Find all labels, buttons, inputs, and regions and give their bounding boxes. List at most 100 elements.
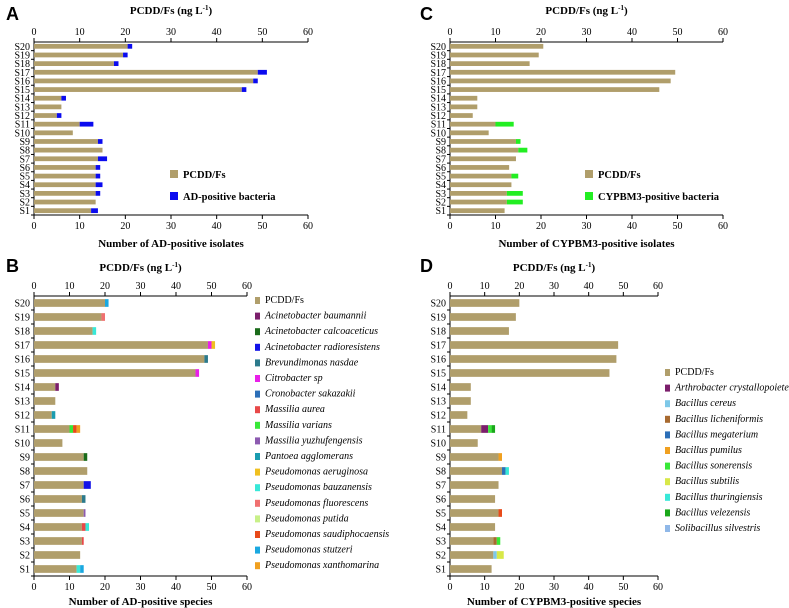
bar-s12-pcdd-fs bbox=[34, 113, 57, 118]
bar-s8-bacillus-megaterium bbox=[502, 467, 506, 475]
top-axis-title: PCDD/Fs (ng L-1) bbox=[130, 4, 213, 17]
bar-s17-pseudomonas-aeruginosa bbox=[211, 341, 216, 349]
category-label: S4 bbox=[19, 523, 30, 534]
category-label: S13 bbox=[430, 102, 446, 113]
category-label: S6 bbox=[19, 495, 30, 506]
category-label: S19 bbox=[14, 50, 30, 61]
top-axis-title-sup: -1 bbox=[203, 4, 209, 12]
legend-label: Bacillus pumilus bbox=[675, 445, 742, 456]
category-label: S9 bbox=[435, 137, 446, 148]
bar-s1-pcdd-fs bbox=[450, 565, 492, 573]
category-label: S17 bbox=[430, 341, 446, 352]
legend-swatch bbox=[255, 375, 260, 382]
bar-s20-pcdd-fs bbox=[450, 299, 520, 307]
top-tick-label: 60 bbox=[718, 27, 728, 38]
top-tick-label: 10 bbox=[491, 27, 501, 38]
category-label: S3 bbox=[19, 537, 30, 548]
bar-s2-bacillus-subtilis bbox=[496, 551, 504, 559]
bar-s19-pcdd-fs bbox=[34, 313, 102, 321]
bar-s2-pcdd-fs bbox=[34, 551, 81, 559]
bar-s5-massilia-yuzhufengensis bbox=[83, 509, 86, 517]
legend-swatch bbox=[255, 437, 260, 445]
category-label: S12 bbox=[14, 411, 30, 422]
top-tick-label: 20 bbox=[120, 27, 130, 38]
bar-s20-pcdd-fs bbox=[34, 299, 105, 307]
bar-s11-pcdd-fs bbox=[34, 121, 80, 127]
panel-c: C 0 10 20 30 40 50 60 0 10 20 30 40 50 60 PCDD/Fs (ng L… bbox=[420, 4, 728, 250]
bar-s15-pcdd-fs bbox=[450, 87, 660, 92]
bar-s18-pcdd-fs bbox=[34, 61, 114, 67]
category-label: S3 bbox=[19, 189, 30, 200]
bar-s11-cypbm3-positive-bacteria bbox=[495, 121, 514, 127]
top-tick-label: 60 bbox=[242, 281, 252, 292]
top-tick-label: 0 bbox=[32, 281, 37, 292]
category-label: S6 bbox=[19, 163, 30, 174]
legend-label: PCDD/Fs bbox=[675, 367, 714, 378]
legend: PCDD/Fs Acinetobacter baumannii Acinetobac… bbox=[255, 295, 389, 571]
category-label: S19 bbox=[14, 313, 30, 324]
legend-swatch bbox=[255, 546, 260, 554]
bar-s9-pcdd-fs bbox=[34, 453, 84, 461]
bottom-tick-label: 20 bbox=[536, 221, 546, 232]
legend-swatch bbox=[255, 312, 260, 320]
legend-label: Brevundimonas nasdae bbox=[265, 357, 359, 368]
legend-label: Bacillus thuringiensis bbox=[675, 492, 763, 503]
bottom-axis-title: Number of CYPBM3-positive isolates bbox=[498, 238, 675, 250]
legend-label: Pseudomonas xanthomarina bbox=[264, 560, 379, 571]
top-axis-title-end: ) bbox=[178, 262, 182, 274]
bar-s11-pcdd-fs bbox=[450, 121, 496, 127]
bar-s3-pcdd-fs bbox=[34, 537, 82, 545]
top-tick-label: 20 bbox=[514, 281, 524, 292]
bar-s17-pcdd-fs bbox=[34, 69, 258, 75]
legend-swatch bbox=[255, 484, 260, 492]
category-label: S6 bbox=[435, 163, 446, 174]
legend-label: Acinetobacter baumannii bbox=[264, 311, 367, 322]
category-label: S1 bbox=[19, 565, 30, 576]
category-label: S19 bbox=[430, 313, 446, 324]
category-label: S14 bbox=[430, 94, 446, 105]
bottom-tick-label: 60 bbox=[303, 221, 313, 232]
bar-s6-pcdd-fs bbox=[34, 495, 82, 503]
top-tick-label: 60 bbox=[653, 281, 663, 292]
category-label: S17 bbox=[14, 68, 30, 79]
bar-s3-ad-positive-bacteria bbox=[95, 190, 101, 196]
bar-s16-pcdd-fs bbox=[450, 355, 617, 363]
bar-s8-pcdd-fs bbox=[34, 467, 88, 475]
category-label: S3 bbox=[435, 537, 446, 548]
bottom-axis-title: Number of AD-positive species bbox=[69, 596, 213, 608]
bar-s16-ad-positive-bacteria bbox=[253, 78, 258, 84]
bottom-tick-label: 40 bbox=[171, 582, 181, 593]
bar-s5-cypbm3-positive-bacteria bbox=[511, 173, 519, 179]
legend-swatch bbox=[665, 369, 670, 376]
bar-s18-ad-positive-bacteria bbox=[113, 61, 119, 67]
bar-s12-pcdd-fs bbox=[450, 113, 473, 118]
bar-s7-pcdd-fs bbox=[450, 481, 499, 489]
bar-s17-pcdd-fs bbox=[450, 69, 676, 75]
bar-s3-cypbm3-positive-bacteria bbox=[506, 190, 523, 196]
bar-s8-cypbm3-positive-bacteria bbox=[518, 147, 528, 153]
category-label: S4 bbox=[19, 180, 30, 191]
bar-s14-pcdd-fs bbox=[34, 383, 56, 391]
bar-s11-pseudomonas-xanthomarina bbox=[76, 425, 81, 433]
panel-letter: D bbox=[420, 256, 433, 276]
panel-letter: B bbox=[6, 256, 19, 276]
legend-label: Pseudomonas saudiphocaensis bbox=[264, 529, 389, 540]
bar-s11-pcdd-fs bbox=[34, 425, 70, 433]
bar-s2-pcdd-fs bbox=[450, 551, 494, 559]
category-label: S7 bbox=[19, 481, 30, 492]
bar-s12-ad-positive-bacteria bbox=[56, 113, 62, 118]
bar-s2-bacillus-cereus bbox=[493, 551, 497, 559]
bar-s10-pcdd-fs bbox=[450, 439, 478, 447]
category-label: S5 bbox=[435, 509, 446, 520]
category-label: S14 bbox=[14, 383, 30, 394]
bar-s11-bacillus-velezensis bbox=[491, 425, 496, 433]
category-label: S17 bbox=[14, 341, 30, 352]
category-label: S13 bbox=[14, 397, 30, 408]
bar-s16-pcdd-fs bbox=[34, 355, 205, 363]
legend-swatch bbox=[665, 525, 670, 532]
category-label: S6 bbox=[435, 495, 446, 506]
bar-s7-acinetobacter-radioresistens bbox=[83, 481, 91, 489]
bar-s18-pcdd-fs bbox=[450, 61, 530, 67]
category-label: S20 bbox=[430, 42, 446, 53]
bar-s6-ad-positive-bacteria bbox=[95, 165, 101, 170]
